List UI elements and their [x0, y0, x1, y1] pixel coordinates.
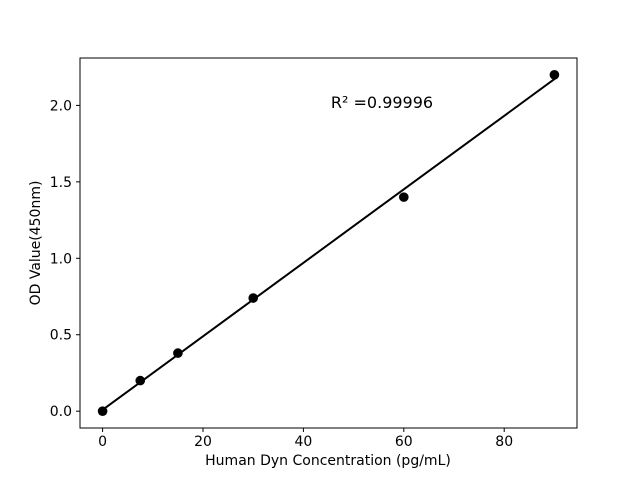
y-axis-label: OD Value(450nm): [28, 181, 44, 306]
data-series: [97, 70, 560, 416]
x-tick-label: 0: [98, 434, 107, 450]
data-point: [173, 348, 183, 358]
data-point: [97, 406, 108, 416]
x-tick-label: 80: [495, 434, 513, 450]
y-tick-label: 0.5: [50, 328, 72, 344]
r-squared-annotation: R² =0.99996: [331, 93, 433, 112]
data-point: [549, 70, 560, 80]
y-tick-label: 1.0: [50, 251, 72, 267]
axis-ticks: 0 20 40 60 80 0.0 0.5 1.0 1.5 2.0: [50, 98, 513, 450]
x-axis-label: Human Dyn Concentration (pg/mL): [205, 453, 451, 469]
data-point: [399, 192, 409, 202]
y-tick-label: 1.5: [50, 175, 72, 191]
y-tick-label: 0.0: [50, 404, 72, 420]
data-point: [248, 293, 258, 303]
x-tick-label: 20: [194, 434, 212, 450]
x-tick-label: 40: [294, 434, 312, 450]
data-point: [135, 375, 146, 386]
x-tick-label: 60: [395, 434, 413, 450]
y-tick-label: 2.0: [50, 98, 72, 114]
